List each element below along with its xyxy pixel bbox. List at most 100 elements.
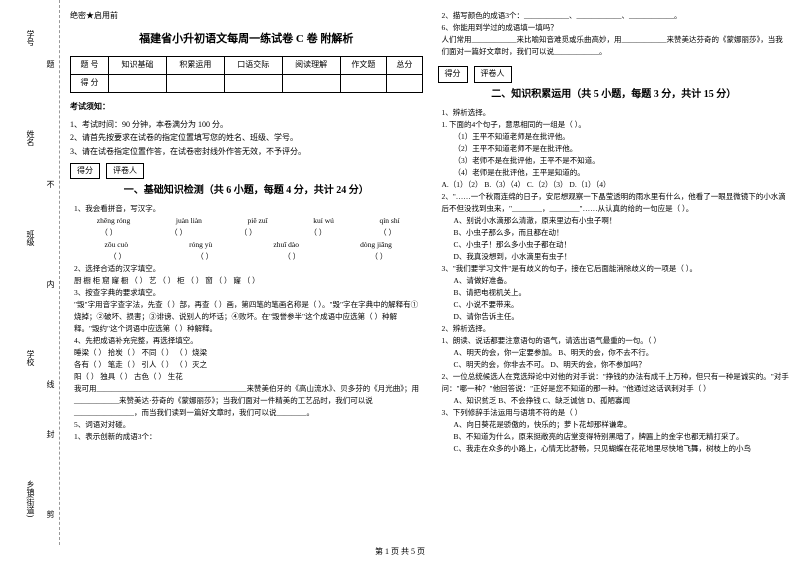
question: 1、我会看拼音，写汉字。 zhēng róng juàn liàn piě zu… — [70, 203, 423, 263]
blank: （ ） — [109, 251, 126, 263]
name-label: 姓名 — [25, 130, 36, 146]
opt: A、别说小水滴那么清澈，原来里边有小虫子啊！ — [442, 215, 791, 227]
q-sub: 1、朗读、说话都要注意语句的语气，请选出语气最重的一句。（ ） — [442, 335, 791, 347]
pinyin: dòng jiāng — [360, 239, 392, 251]
opt: C、小说不要带来。 — [442, 299, 791, 311]
opt: B、不知道为什么，原来挺敞亮的店堂变得特别黑暗了，牌匾上的金字也都无精打采了。 — [442, 431, 791, 443]
exam-title: 福建省小升初语文每周一练试卷 C 卷 附解析 — [70, 31, 423, 49]
table-row: 题 号 知识基础 积累运用 口语交际 阅读理解 作文题 总分 — [71, 57, 423, 75]
question: 4、先把成语补充完整，再选择填空。 睡梁（ ） 拾炭（ ） 不同（ ） （ ）烧… — [70, 335, 423, 419]
q-stem: 2、选择合适的汉字填空。 — [74, 263, 423, 275]
question: 3、按查字典的要求填空。 "毁"字用音字查字法，先查（ ）部，再查（ ）画，第四… — [70, 287, 423, 335]
table-row: 得 分 — [71, 75, 423, 93]
pinyin: juàn liàn — [176, 215, 202, 227]
q-stem: 1、我会看拼音，写汉字。 — [74, 203, 423, 215]
blank: （ ） — [170, 227, 187, 239]
q-stem: 4、先把成语补充完整，再选择填空。 — [74, 335, 423, 347]
pinyin: zōu cuò — [105, 239, 129, 251]
opt: （1）王平不知道老师是在批评他。 — [442, 131, 791, 143]
blank: （ ） — [309, 227, 326, 239]
q-sub: 1. 下面的4个句子，意思相同的一组是（ ）。 — [442, 119, 791, 131]
id-label: 学号 — [25, 30, 36, 46]
pinyin-row: zōu cuò róng yù zhuī dào dòng jiāng — [74, 239, 423, 251]
blank-row: （ ） （ ） （ ） （ ） （ ） — [74, 227, 423, 239]
td — [109, 75, 167, 93]
rating-row: 得分 评卷人 — [70, 163, 423, 180]
cut-mark: 封 — [45, 430, 56, 438]
score-box: 得分 — [438, 66, 468, 83]
q-text: 我可用_____________________________________… — [74, 383, 423, 419]
opt: （4）老师是在批评他，王平是知道的。 — [442, 167, 791, 179]
section2-title: 二、知识积累运用（共 5 小题，每题 3 分，共计 15 分） — [438, 87, 791, 103]
question: 6、你能用到学过的成语填一填吗？ 人们常用____________来比喻知音难觅… — [438, 22, 791, 58]
opt: D、我真没想到，小水滴里有虫子！ — [442, 251, 791, 263]
opt: C、我走在众多的小路上，心情无比舒畅，只见蝴蝶在花花地里尽快地飞舞，树枝上的小鸟 — [442, 443, 791, 455]
opt: C、小虫子！那么多小虫子都在动！ — [442, 239, 791, 251]
td — [166, 75, 224, 93]
th: 知识基础 — [109, 57, 167, 75]
opt: A、请做好准备。 — [442, 275, 791, 287]
q-row: 睡梁（ ） 拾炭（ ） 不同（ ） （ ）烧梁 — [74, 347, 423, 359]
th: 题 号 — [71, 57, 109, 75]
q-sub: 2、"……一个秋雨连绵的日子，安尼想观察一下晶莹透明的雨水里有什么，他看了一眼显… — [442, 191, 791, 215]
rating-row: 得分 评卷人 — [438, 66, 791, 83]
blank: （ ） — [371, 251, 388, 263]
th: 积累运用 — [166, 57, 224, 75]
q-text: "毁"字用音字查字法，先查（ ）部，再查（ ）画，第四笔的笔画名称是（ ）。"毁… — [74, 299, 423, 335]
question: 5、词语对对碰。 1、表示创新的成语3个： — [70, 419, 423, 443]
opt: B、小虫子那么多，而且都在动！ — [442, 227, 791, 239]
opt: （2）王平不知道老师不是在批评他。 — [442, 143, 791, 155]
notice-item: 2、请首先按要求在试卷的指定位置填写您的姓名、班级、学号。 — [70, 131, 423, 145]
opt: D、请你告诉主任。 — [442, 311, 791, 323]
confidential-label: 绝密★启用前 — [70, 10, 423, 23]
q-item: 2、描写颜色的成语3个：____________、____________、__… — [442, 10, 791, 22]
q-stem: 2、辨析选择。 — [442, 323, 791, 335]
question: 2、描写颜色的成语3个：____________、____________、__… — [438, 10, 791, 22]
pinyin-row: zhēng róng juàn liàn piě zuǐ kuí wú qín … — [74, 215, 423, 227]
blank: （ ） — [240, 227, 257, 239]
pinyin: piě zuǐ — [247, 215, 267, 227]
q-row: 阳（ ） 独具（ ） 古色（ ） 生花 — [74, 371, 423, 383]
opt: （3）老师不是在批评他，王平不是不知道。 — [442, 155, 791, 167]
pinyin: qín shí — [379, 215, 399, 227]
td — [340, 75, 387, 93]
pinyin: zhēng róng — [97, 215, 131, 227]
blank: （ ） — [379, 227, 396, 239]
right-column: 2、描写颜色的成语3个：____________、____________、__… — [438, 10, 791, 545]
q-item: 1、表示创新的成语3个： — [74, 431, 423, 443]
blank-row: （ ） （ ） （ ） （ ） — [74, 251, 423, 263]
td — [387, 75, 422, 93]
question: 2、辨析选择。 1、朗读、说话都要注意语句的语气，请选出语气最重的一句。（ ） … — [438, 323, 791, 455]
section1-title: 一、基础知识检测（共 6 小题，每题 4 分，共计 24 分） — [70, 183, 423, 199]
opt: A、向日葵花是骄傲的，快乐的；萝卜花却那样谦卑。 — [442, 419, 791, 431]
pinyin: róng yù — [189, 239, 212, 251]
question: 1、辨析选择。 1. 下面的4个句子，意思相同的一组是（ ）。 （1）王平不知道… — [438, 107, 791, 323]
td: 得 分 — [71, 75, 109, 93]
rater-box: 评卷人 — [106, 163, 144, 180]
opt: C、明天的会，你非去不可。 D、明天的会，你不参加吗？ — [442, 359, 791, 371]
blank: （ ） — [196, 251, 213, 263]
th: 阅读理解 — [282, 57, 340, 75]
binding-margin: 学号 姓名 班级 学校 乡镇(街道) 题 不 内 线 封 剪 — [0, 0, 60, 545]
page-footer: 第 1 页 共 5 页 — [0, 546, 800, 557]
opt: B、请把电视机关上。 — [442, 287, 791, 299]
q-text: 人们常用____________来比喻知音难觅或乐曲高妙，用__________… — [442, 34, 791, 58]
q-stem: 3、按查字典的要求填空。 — [74, 287, 423, 299]
blank: （ ） — [100, 227, 117, 239]
score-box: 得分 — [70, 163, 100, 180]
opt: A、明天的会，你一定要参加。 B、明天的会，你不去不行。 — [442, 347, 791, 359]
street-label: 乡镇(街道) — [25, 480, 36, 517]
q-sub: 3、"我们要学习文件"是有歧义的句子，接在它后面能消除歧义的一项是（ ）。 — [442, 263, 791, 275]
notice-item: 3、请在试卷指定位置作答，在试卷密封线外作答无效，不予评分。 — [70, 145, 423, 159]
class-label: 班级 — [25, 230, 36, 246]
cut-mark: 题 — [45, 60, 56, 68]
cut-mark: 内 — [45, 280, 56, 288]
q-chars: 厨 橱 柜 窟 窿 橱 （ ） 艺 （ ） 柜 （ ） 窗 （ ） 窿 （ ） — [74, 275, 423, 287]
q-stem: 6、你能用到学过的成语填一填吗？ — [442, 22, 791, 34]
left-column: 绝密★启用前 福建省小升初语文每周一练试卷 C 卷 附解析 题 号 知识基础 积… — [70, 10, 423, 545]
score-table: 题 号 知识基础 积累运用 口语交际 阅读理解 作文题 总分 得 分 — [70, 56, 423, 93]
q-row: 各有（ ） 笔走（ ） 引人（ ） （ ）灭之 — [74, 359, 423, 371]
th: 作文题 — [340, 57, 387, 75]
q-sub: 3、下列修辞手法运用与语境不符的是（ ） — [442, 407, 791, 419]
pinyin: zhuī dào — [273, 239, 299, 251]
